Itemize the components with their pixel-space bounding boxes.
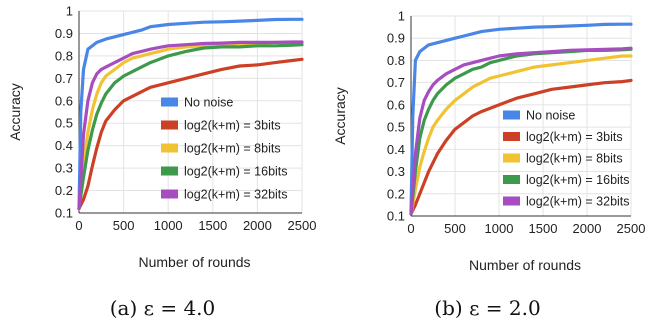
legend-label: log2(k+m) = 8bits [184, 142, 281, 156]
y-tick-label: 0.7 [387, 75, 405, 90]
x-tick-label: 0 [407, 221, 414, 236]
y-tick-label: 0.8 [55, 48, 73, 63]
legend-label: log2(k+m) = 3bits [184, 119, 281, 133]
y-tick-label: 0.2 [55, 183, 73, 198]
chart-panel-b: 0.1 0.2 0.3 0.4 0.5 0.6 0.7 0.8 0.9 1 0 500 1000 1500… [325, 0, 650, 328]
y-tick-label: 0.1 [55, 206, 73, 221]
legend-swatch [503, 132, 520, 141]
y-tick-label: 0.5 [387, 120, 405, 135]
legend-swatch [161, 189, 178, 199]
x-tick-label: 500 [444, 221, 466, 236]
y-tick-label: 0.5 [55, 116, 73, 131]
y-tick-label: 0.6 [387, 97, 405, 112]
x-axis-title: Number of rounds [469, 257, 581, 273]
legend-label: No noise [184, 96, 233, 110]
series-line-1 [409, 78, 633, 216]
y-tick-label: 1 [398, 9, 405, 24]
x-tick-label: 1500 [198, 218, 227, 233]
y-tick-label: 0.9 [387, 31, 405, 46]
legend-label: log2(k+m) = 3bits [526, 130, 623, 144]
y-tick-label: 0.4 [55, 138, 73, 153]
y-tick-label: 0.1 [387, 209, 405, 224]
series-line-0 [409, 22, 633, 214]
y-tick-label: 0.3 [387, 164, 405, 179]
y-tick-label: 0.7 [55, 71, 73, 86]
x-tick-label: 1000 [485, 221, 514, 236]
series-line-3 [77, 43, 304, 211]
series-line-2 [409, 54, 633, 216]
y-tick-label: 0.4 [387, 142, 405, 157]
y-axis-title: Accuracy [7, 83, 23, 141]
x-axis-title: Number of rounds [138, 254, 250, 270]
legend-swatch [503, 110, 520, 120]
x-tick-label: 2000 [243, 218, 272, 233]
x-tick-label: 500 [113, 218, 135, 233]
legend-label: log2(k+m) = 16bits [526, 173, 630, 187]
legend-swatch [161, 120, 178, 130]
legend-label: log2(k+m) = 16bits [184, 165, 288, 179]
y-tick-label: 1 [66, 4, 73, 19]
caption-b: (b) ε = 2.0 [434, 296, 541, 320]
series-line-0 [77, 17, 304, 211]
x-tick-label: 0 [75, 218, 82, 233]
legend-swatch [503, 175, 520, 184]
x-tick-label: 1000 [154, 218, 183, 233]
series-line-1 [77, 57, 304, 211]
caption-a: (a) ε = 4.0 [109, 296, 216, 320]
accuracy-chart-a: 0.1 0.2 0.3 0.4 0.5 0.6 0.7 0.8 0.9 1 0 500 1000 1500… [7, 4, 317, 271]
legend-label: log2(k+m) = 32bits [184, 188, 288, 202]
y-tick-label: 0.9 [55, 26, 73, 41]
y-tick-label: 0.2 [387, 186, 405, 201]
y-tick-label: 0.6 [55, 93, 73, 108]
x-tick-label: 2500 [288, 218, 317, 233]
legend-swatch [161, 97, 178, 107]
chart-panel-a: 0.1 0.2 0.3 0.4 0.5 0.6 0.7 0.8 0.9 1 0 500 1000 1500… [7, 4, 317, 321]
y-tick-label: 0.8 [387, 53, 405, 68]
x-tick-label: 2000 [573, 221, 602, 236]
legend-label: log2(k+m) = 8bits [526, 152, 623, 166]
legend-label: No noise [526, 109, 575, 123]
accuracy-chart-b: 0.1 0.2 0.3 0.4 0.5 0.6 0.7 0.8 0.9 1 0 500 1000 1500… [332, 9, 646, 274]
y-tick-label: 0.3 [55, 161, 73, 176]
y-axis-title: Accuracy [332, 87, 348, 145]
series-line-4 [409, 46, 633, 216]
x-tick-label: 2500 [617, 221, 646, 236]
legend-label: log2(k+m) = 32bits [526, 195, 630, 209]
x-tick-label: 1500 [529, 221, 558, 236]
legend-swatch [161, 143, 178, 153]
series-line-4 [77, 40, 304, 211]
legend-swatch [161, 166, 178, 176]
legend-swatch [503, 153, 520, 163]
legend-swatch [503, 196, 520, 206]
